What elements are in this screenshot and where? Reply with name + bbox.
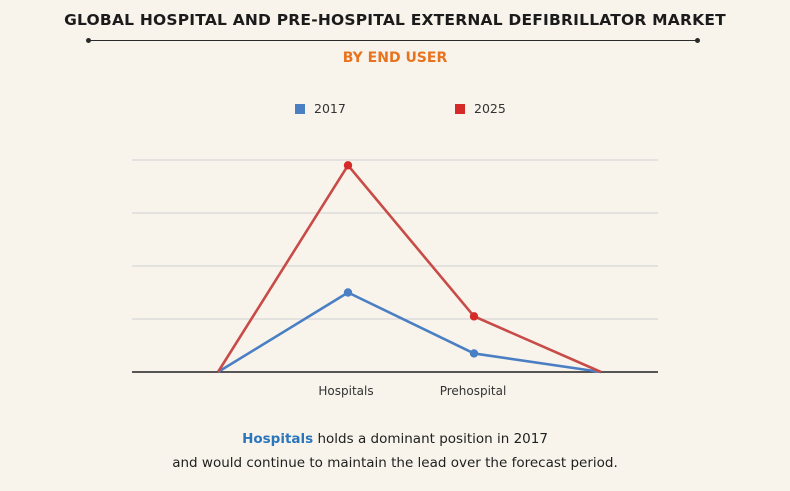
data-point-2017-1: [343, 288, 353, 297]
chart-subtitle: BY END USER: [342, 50, 448, 66]
data-point-2025-2: [469, 312, 479, 321]
caption-line-2: and would continue to maintain the lead …: [172, 455, 618, 471]
x-tick-prehospital: Prehospital: [439, 384, 507, 398]
title-underline: [86, 37, 700, 43]
data-point-2025-1: [343, 161, 353, 170]
legend-swatch-2025: [455, 103, 465, 114]
data-point-2017-2: [469, 349, 479, 358]
caption-line-1-text: holds a dominant position in 2017: [313, 431, 548, 447]
legend-item-2017: 2017: [295, 101, 346, 116]
series-line-2025: [216, 164, 602, 374]
legend-label-2025: 2025: [474, 101, 506, 116]
caption-highlight: Hospitals: [242, 431, 314, 447]
legend-swatch-2017: [295, 103, 305, 114]
caption-line-1: Hospitals holds a dominant position in 2…: [0, 431, 790, 447]
underline-right-dot: [695, 37, 700, 43]
chart-title: GLOBAL HOSPITAL AND PRE-HOSPITAL EXTERNA…: [64, 11, 726, 29]
x-tick-hospitals: Hospitals: [318, 384, 374, 398]
series-line-2017: [217, 291, 602, 374]
legend-item-2025: 2025: [455, 101, 506, 116]
legend-label-2017: 2017: [314, 101, 346, 116]
underline-left-dot: [86, 37, 91, 43]
